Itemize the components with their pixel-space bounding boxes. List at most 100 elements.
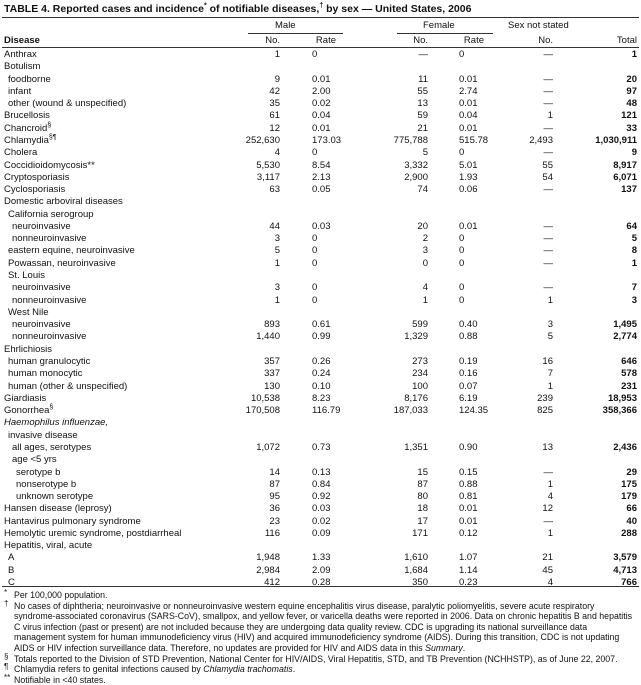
female-no-cell: 1,329 (404, 331, 428, 343)
female-no-cell: 100 (412, 380, 428, 392)
disease-name-text: neuroinvasive (12, 282, 71, 294)
table-row: Cholera 4 0 5 0 — 9 (0, 147, 641, 159)
male-rate-cell: 0 (312, 147, 318, 159)
female-rate-cell: 0.01 (459, 515, 478, 527)
table-row: A 1,948 1.33 1,610 1.07 21 3,579 (0, 552, 641, 564)
disease-name: Giardiasis (4, 393, 46, 405)
disease-name: California serogroup (8, 209, 94, 221)
male-rate-cell: 0.02 (312, 98, 331, 110)
title-text-mid: of notifiable diseases, (206, 3, 320, 15)
header-rule (2, 47, 639, 48)
footnote-mark: § (47, 121, 52, 129)
female-no-cell: 2 (422, 233, 428, 245)
disease-name: foodborne (8, 74, 51, 86)
table-row: invasive disease (0, 430, 641, 442)
sex-not-stated-no-cell: 3 (547, 319, 553, 331)
male-rate-cell: 0.01 (312, 122, 331, 134)
total-cell: 2,774 (613, 331, 637, 343)
male-rate-cell: 0.05 (312, 184, 331, 196)
table-row: Gonorrhea§ 170,508 116.79 187,033 124.35 825 3… (0, 404, 641, 417)
male-no-cell: 10,538 (250, 392, 280, 404)
female-no-cell: 1,684 (404, 564, 428, 576)
male-no-cell: 116 (264, 527, 280, 539)
female-rate-cell: 0 (459, 245, 465, 257)
female-no-cell: 20 (417, 220, 428, 232)
table-row: Domestic arboviral diseases (0, 196, 641, 208)
female-rate-cell: 0.88 (459, 478, 478, 490)
male-rate-cell: 1.33 (312, 552, 331, 564)
total-cell: 1 (631, 49, 637, 60)
female-rate-cell: 0.16 (459, 368, 478, 380)
male-rate-cell: 0 (312, 282, 318, 294)
female-no-cell: 17 (417, 515, 428, 527)
female-no-cell: 1,351 (404, 441, 428, 453)
footnote-emphasis: Chlamydia trachomatis (203, 664, 293, 675)
sex-not-stated-no-cell: 2,493 (529, 134, 553, 146)
female-no-cell: 21 (417, 122, 428, 134)
male-rate-cell: 0.09 (312, 527, 331, 539)
disease-name-text: nonneuroinvasive (12, 233, 87, 245)
table-row: Cryptosporiasis 3,117 2.13 2,900 1.93 54 6,071 (0, 172, 641, 184)
header-sex-not-stated-no: No. (538, 35, 553, 46)
header-disease: Disease (4, 35, 40, 46)
header-total: Total (616, 35, 637, 46)
disease-name-text: C (8, 577, 15, 589)
footnote-mark: * (4, 588, 8, 597)
female-rate-cell: 0.81 (459, 491, 478, 503)
disease-name: neuroinvasive (12, 319, 71, 331)
male-rate-cell: 0 (312, 294, 318, 306)
table-row: nonserotype b 87 0.84 87 0.88 1 175 (0, 479, 641, 491)
female-no-cell: 171 (412, 527, 428, 539)
table-row: all ages, serotypes 1,072 0.73 1,351 0.90 13 2… (0, 442, 641, 454)
sex-not-stated-no-cell: — (543, 220, 554, 232)
total-cell: 578 (621, 368, 637, 380)
female-rate-cell: 0.12 (459, 527, 478, 539)
male-no-cell: 44 (269, 220, 280, 232)
female-no-cell: 4 (422, 282, 428, 294)
sex-not-stated-no-cell: — (543, 85, 554, 97)
sex-not-stated-no-cell: 4 (547, 491, 553, 503)
disease-name: Hansen disease (leprosy) (4, 503, 112, 515)
sex-not-stated-no-cell: 12 (542, 503, 553, 515)
table-row: human monocytic 337 0.24 234 0.16 7 578 (0, 368, 641, 380)
footnote-std-totals: § Totals reported to the Division of STD … (4, 652, 636, 665)
disease-name-text: Gonorrhea (4, 405, 50, 417)
female-rate-cell: 0.88 (459, 331, 478, 343)
disease-name: Chlamydia§¶ (4, 133, 57, 147)
footnote-mark: † (4, 598, 9, 608)
male-no-cell: 337 (264, 368, 280, 380)
disease-name-text: West Nile (8, 306, 49, 318)
female-rate-cell: 0.06 (459, 184, 478, 196)
male-no-cell: 12 (269, 122, 280, 134)
footnotes: * Per 100,000 population. † No cases of di… (4, 588, 636, 685)
disease-name-text: Powassan, neuroinvasive (8, 257, 116, 269)
footnote-mark: §¶ (48, 133, 57, 141)
total-cell: 766 (621, 577, 637, 589)
male-no-cell: 4 (274, 147, 280, 159)
table-row: Cyclosporiasis 63 0.05 74 0.06 — 137 (0, 184, 641, 196)
female-no-cell: 55 (417, 85, 428, 97)
table-row: human (other & unspecified) 130 0.10 100 0.0… (0, 381, 641, 393)
table-row: nonneuroinvasive 1 0 1 0 1 3 (0, 295, 641, 307)
female-no-cell: 18 (417, 503, 428, 515)
disease-name: all ages, serotypes (12, 442, 91, 454)
disease-name: Chancroid§ (4, 121, 52, 135)
male-no-cell: 170,508 (245, 405, 280, 417)
sex-not-stated-no-cell: 7 (547, 368, 553, 380)
disease-name-text: B (8, 564, 15, 576)
sex-not-stated-no-cell: — (543, 466, 554, 478)
total-cell: 121 (621, 110, 637, 122)
sex-not-stated-no-cell: 5 (547, 331, 553, 343)
male-rate-cell: 0.03 (312, 220, 331, 232)
male-rate-cell: 8.54 (312, 159, 331, 171)
male-no-cell: 3,117 (256, 171, 280, 183)
female-rate-cell: 6.19 (459, 392, 478, 404)
female-no-cell: 59 (417, 110, 428, 122)
total-cell: 179 (621, 491, 637, 503)
male-no-cell: 1,440 (256, 331, 280, 343)
sex-not-stated-no-cell: 1 (547, 527, 553, 539)
table-row: foodborne 9 0.01 11 0.01 — 20 (0, 74, 641, 86)
male-no-cell: 36 (269, 503, 280, 515)
disease-name-text: Cholera (4, 147, 38, 159)
disease-name: Haemophilus influenzae, (4, 417, 108, 429)
